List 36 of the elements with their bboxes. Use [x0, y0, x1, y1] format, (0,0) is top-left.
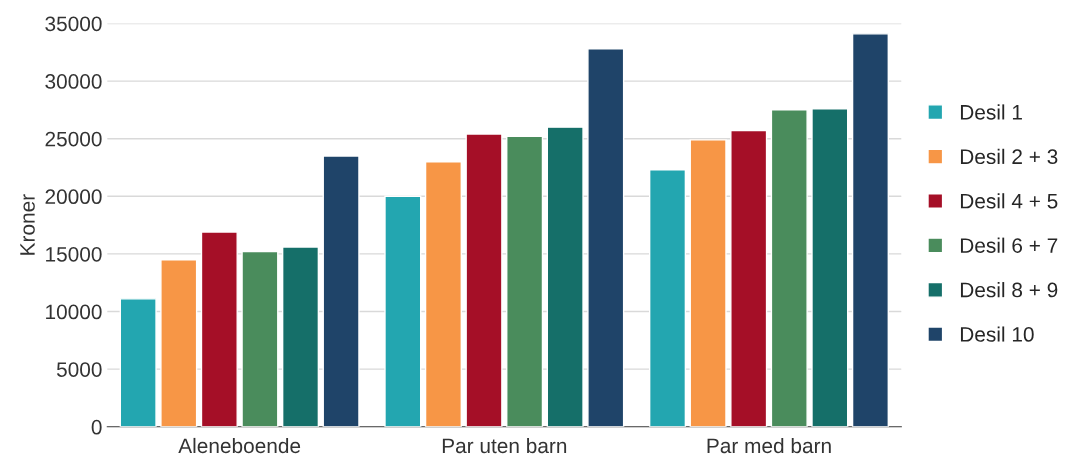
y-tick-label: 15000	[46, 246, 102, 262]
legend-label: Desil 2 + 3	[960, 148, 1058, 165]
bar	[811, 108, 849, 427]
bar	[424, 161, 462, 427]
bar	[506, 135, 544, 427]
bar	[119, 298, 157, 427]
legend-label: Desil 10	[960, 326, 1034, 342]
bar	[200, 231, 238, 427]
bar	[241, 250, 279, 427]
x-tick-label: Aleneboende	[178, 437, 301, 454]
legend-label: Desil 1	[960, 104, 1022, 120]
bar	[648, 169, 687, 427]
y-tick-label: 35000	[45, 16, 102, 32]
y-tick-label: 30000	[45, 74, 102, 89]
x-tick-label: Par med barn	[707, 437, 831, 454]
bar	[384, 195, 422, 427]
bar	[770, 109, 808, 427]
bar	[546, 126, 584, 427]
bar	[281, 246, 320, 427]
bar	[587, 48, 625, 427]
y-tick-label: 25000	[45, 131, 102, 147]
y-tick-label: 0	[91, 419, 102, 435]
bar	[465, 133, 503, 427]
y-tick-label: 5000	[56, 362, 102, 377]
bar	[322, 155, 360, 427]
legend-label: Desil 8 + 9	[960, 282, 1058, 298]
y-axis-title: Kroner	[20, 194, 35, 255]
y-tick-label: 10000	[46, 304, 102, 320]
bar	[851, 33, 889, 427]
x-tick-label: Par uten barn	[442, 437, 567, 454]
bar	[160, 258, 198, 427]
legend-label: Desil 6 + 7	[960, 237, 1058, 253]
y-tick-label: 20000	[45, 189, 102, 205]
bar	[689, 139, 727, 427]
bar	[730, 129, 768, 427]
legend-label: Desil 4 + 5	[960, 193, 1058, 209]
